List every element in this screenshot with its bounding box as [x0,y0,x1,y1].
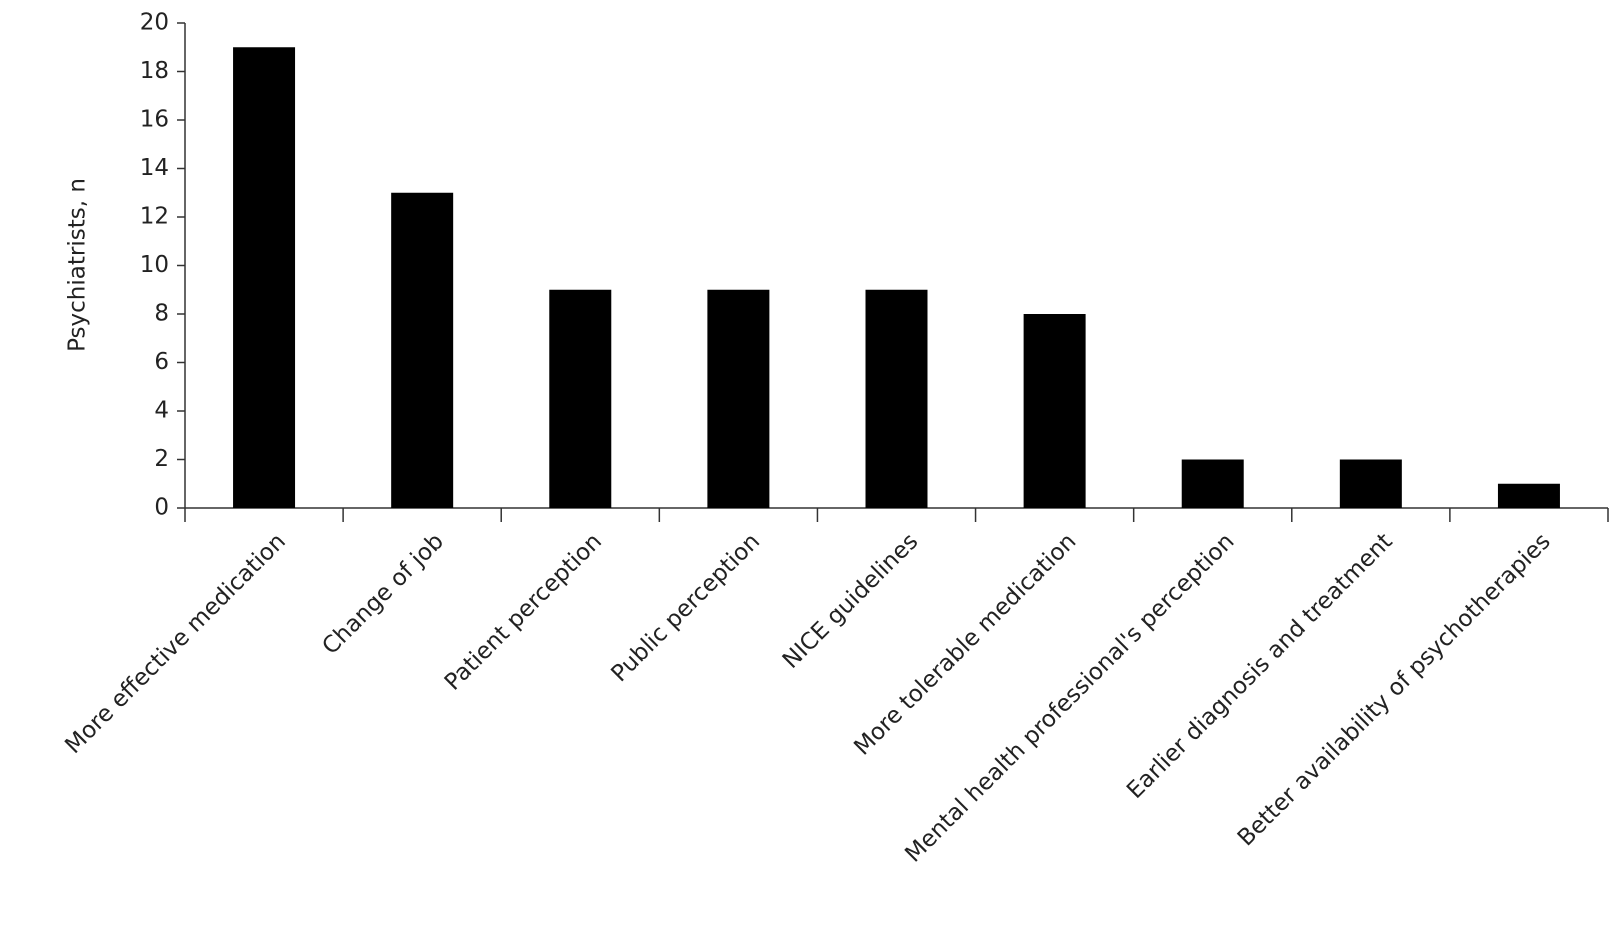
y-axis-label: Psychiatrists, n [65,178,91,352]
x-tick-label: Public perception [606,528,765,687]
bar [707,289,770,508]
y-tick-label: 2 [154,446,169,472]
bar [1497,483,1560,508]
y-tick-label: 16 [140,107,169,133]
x-tick-label: Mental health professional's perception [900,528,1239,867]
x-tick-label: Earlier diagnosis and treatment [1122,528,1398,804]
x-tick-label: Patient perception [440,528,607,695]
y-tick-label: 18 [140,58,169,84]
bar [391,192,454,508]
x-tick-label: Better availability of psychotherapies [1233,528,1556,851]
y-tick-label: 6 [154,349,169,375]
bar [1181,459,1244,508]
y-tick-label: 8 [154,301,169,327]
y-tick-label: 0 [154,495,169,521]
y-tick-label: 14 [140,155,169,181]
bar [549,289,612,508]
bar [1023,314,1086,508]
y-tick-label: 20 [140,10,169,36]
bar [1339,459,1402,508]
y-tick-label: 10 [140,252,169,278]
x-tick-label: Change of job [318,528,449,659]
x-tick-label: More effective medication [60,528,290,758]
y-tick-label: 12 [140,204,169,230]
bar [233,47,296,508]
y-tick-label: 4 [154,398,169,424]
x-tick-label: NICE guidelines [778,528,923,673]
bar [865,289,928,508]
